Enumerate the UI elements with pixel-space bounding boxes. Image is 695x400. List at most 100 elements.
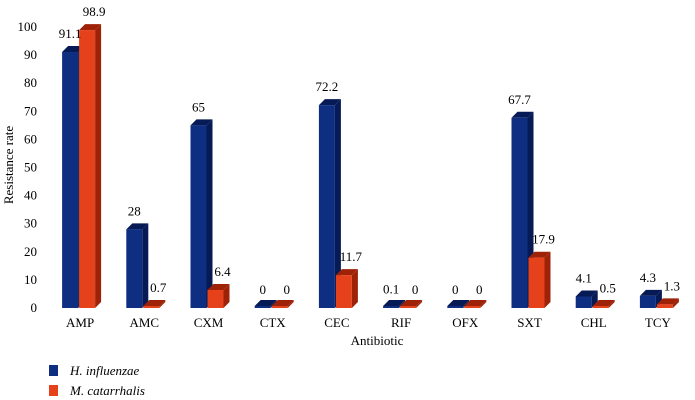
value-label-h-influenzae-rif: 0.1 <box>383 282 399 297</box>
y-tick-label: 20 <box>24 244 37 259</box>
bar-m-catarrhalis-chl <box>592 300 615 308</box>
x-tick-label-tcy: TCY <box>645 315 672 330</box>
y-tick-label: 60 <box>24 131 37 146</box>
legend-label-m-catarrhalis: M. catarrhalis <box>69 383 145 398</box>
bar-m-catarrhalis-amc <box>143 300 166 308</box>
bar-front-face <box>62 52 79 308</box>
y-tick-label: 80 <box>24 75 37 90</box>
bar-front-face <box>383 306 400 308</box>
bar-top-face <box>79 24 102 31</box>
y-tick-label: 40 <box>24 188 37 203</box>
bar-top-face <box>447 300 470 306</box>
bar-top-face <box>207 284 230 291</box>
data-labels: 91.198.9 28 0.7 65 6.4 0 0 72.2 11.7 0.1 0 0 0 67.7 17… <box>59 4 680 297</box>
bar-h-influenzae-cec <box>318 99 341 308</box>
bar-front-face <box>190 125 207 308</box>
bar-h-influenzae-cxm <box>190 119 213 308</box>
bar-h-influenzae-chl <box>575 290 598 308</box>
value-label-m-catarrhalis-chl: 0.5 <box>600 281 616 296</box>
bar-m-catarrhalis-tcy <box>656 298 679 308</box>
bar-side-face <box>287 300 294 308</box>
bar-side-face <box>608 300 615 308</box>
value-label-m-catarrhalis-cxm: 6.4 <box>214 264 231 279</box>
bar-side-face <box>223 284 230 308</box>
y-axis-title: Resistance rate <box>1 126 16 205</box>
bar-top-face <box>335 269 358 276</box>
bar-side-face <box>591 290 598 308</box>
bar-top-face <box>318 99 341 106</box>
bar-front-face <box>575 296 592 308</box>
bar-side-face <box>480 300 487 308</box>
value-label-h-influenzae-amc: 28 <box>128 203 141 218</box>
bar-side-face <box>416 300 423 308</box>
bar-h-influenzae-tcy <box>639 289 662 308</box>
y-tick-label: 30 <box>24 216 37 231</box>
x-axis-title: Antibiotic <box>351 333 404 348</box>
bar-front-face <box>639 295 656 308</box>
bar-top-face <box>383 300 406 306</box>
bar-side-face <box>159 300 166 308</box>
value-label-m-catarrhalis-amp: 98.9 <box>83 4 106 19</box>
x-tick-label-cxm: CXM <box>194 315 224 330</box>
y-axis: 0 10 20 30 40 50 60 70 80 90 100 <box>18 19 38 315</box>
bar-top-face <box>464 300 487 306</box>
bar-front-face <box>143 306 160 308</box>
value-label-m-catarrhalis-rif: 0 <box>412 282 419 297</box>
x-tick-label-ofx: OFX <box>452 315 479 330</box>
bar-side-face <box>206 119 213 308</box>
bar-front-face <box>335 275 352 308</box>
x-tick-label-cec: CEC <box>324 315 349 330</box>
bar-top-face <box>62 46 85 53</box>
value-label-h-influenzae-chl: 4.1 <box>576 270 592 285</box>
bar-top-face <box>271 300 294 306</box>
bar-h-influenzae-amc <box>126 223 149 308</box>
bar-front-face <box>79 30 96 308</box>
bar-side-face <box>95 24 102 308</box>
bar-side-face <box>142 223 149 308</box>
bar-top-face <box>575 290 598 297</box>
x-tick-label-chl: CHL <box>581 315 607 330</box>
y-tick-label: 50 <box>24 160 37 175</box>
bar-m-catarrhalis-cec <box>335 269 358 308</box>
y-tick-label: 0 <box>31 300 38 315</box>
bar-front-face <box>271 306 288 308</box>
bar-top-face <box>656 298 679 305</box>
bar-front-face <box>254 306 271 308</box>
bar-m-catarrhalis-ofx <box>464 300 487 308</box>
bar-side-face <box>351 269 358 308</box>
value-label-m-catarrhalis-ofx: 0 <box>476 282 483 297</box>
bar-front-face <box>511 117 528 308</box>
bar-front-face <box>400 306 417 308</box>
value-label-h-influenzae-tcy: 4.3 <box>640 270 656 285</box>
bar-top-face <box>126 223 149 230</box>
bar-m-catarrhalis-amp <box>79 24 102 308</box>
legend-swatch-h-influenzae <box>49 365 58 376</box>
bar-m-catarrhalis-ctx <box>271 300 294 308</box>
bar-front-face <box>528 257 545 308</box>
bar-front-face <box>656 304 673 308</box>
bar-side-face <box>334 99 341 308</box>
bar-front-face <box>592 306 609 308</box>
value-label-h-influenzae-ofx: 0 <box>452 282 459 297</box>
bar-top-face <box>639 289 662 296</box>
legend-swatch-m-catarrhalis <box>49 385 58 396</box>
bar-m-catarrhalis-rif <box>400 300 423 308</box>
value-label-h-influenzae-cxm: 65 <box>192 99 205 114</box>
bar-side-face <box>672 298 679 308</box>
bar-front-face <box>207 290 224 308</box>
value-label-m-catarrhalis-sxt: 17.9 <box>532 232 555 247</box>
y-tick-label: 10 <box>24 272 37 287</box>
x-tick-label-ctx: CTX <box>260 315 287 330</box>
bar-top-face <box>190 119 213 126</box>
bar-top-face <box>511 111 534 118</box>
bar-top-face <box>254 300 277 306</box>
x-tick-label-amp: AMP <box>66 315 94 330</box>
bar-front-face <box>318 105 335 308</box>
bar-top-face <box>400 300 423 306</box>
value-label-m-catarrhalis-cec: 11.7 <box>340 249 363 264</box>
x-axis: AMP AMC CXM CTX CEC RIF OFX SXT CHL TCY <box>66 315 672 330</box>
x-tick-label-rif: RIF <box>391 315 411 330</box>
y-tick-label: 90 <box>24 47 37 62</box>
bar-top-face <box>528 251 551 258</box>
value-label-m-catarrhalis-amc: 0.7 <box>150 280 167 295</box>
